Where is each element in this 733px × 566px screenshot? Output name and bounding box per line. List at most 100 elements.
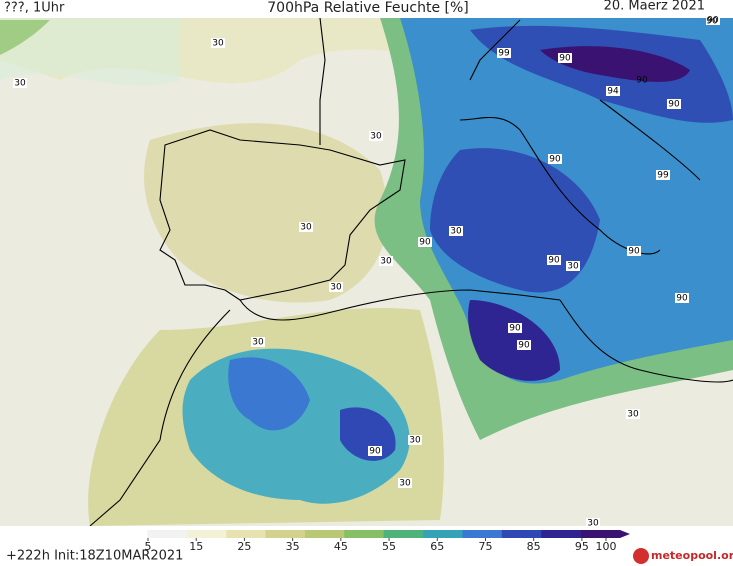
valid-date: 20. Maerz 2021 xyxy=(604,0,705,14)
colorbar-bin xyxy=(344,530,385,538)
contour-label: 90 xyxy=(707,16,719,26)
contour-label: 30 xyxy=(627,410,639,420)
colorbar: 5 15 25 35 45 55 65 75 85 95 100 xyxy=(108,530,630,553)
field xyxy=(0,18,180,86)
contour-label: 90 xyxy=(509,324,521,334)
contour-label: 90 xyxy=(559,54,571,64)
colorbar-bin xyxy=(226,530,267,538)
contour-label: 90 xyxy=(636,76,648,86)
contour-label-box xyxy=(566,261,580,271)
field xyxy=(468,300,560,381)
coastline xyxy=(239,289,561,321)
colorbar-tick-label: 55 xyxy=(382,540,396,553)
colorbar-bin xyxy=(383,530,424,538)
contour-label: 30 xyxy=(212,39,224,49)
contour-label-box xyxy=(517,340,531,350)
run-info: +222h Init:18Z10MAR2021 xyxy=(6,549,183,564)
contour-label-box xyxy=(369,131,383,141)
contour-label-box xyxy=(379,256,393,266)
contour-label-box xyxy=(398,478,412,488)
colorbar-tick-label: 100 xyxy=(596,540,617,553)
coastline xyxy=(559,299,733,383)
colorbar-tick-label: 5 xyxy=(145,540,152,553)
contour-label-box xyxy=(329,282,343,292)
colorbar-bin xyxy=(265,530,306,538)
colorbar-tick-label: 35 xyxy=(286,540,300,553)
contour-label-box xyxy=(547,255,561,265)
colorbar-bin xyxy=(108,530,148,538)
contour-label-box xyxy=(368,446,382,456)
contour-label: 90 xyxy=(706,17,718,27)
contour-label-box xyxy=(627,246,641,256)
coastline xyxy=(319,17,521,145)
colorbar-tick-label: 25 xyxy=(237,540,251,553)
colorbar-bin xyxy=(304,530,345,538)
contour-label-box xyxy=(656,170,670,180)
brand-logo xyxy=(633,548,649,564)
colorbar-tick-label: 15 xyxy=(189,540,203,553)
contour-label-box xyxy=(548,154,562,164)
contour-label: 99 xyxy=(498,49,510,59)
contour-label: 90 xyxy=(419,238,431,248)
map xyxy=(0,17,733,527)
colorbar-arrow xyxy=(620,530,630,538)
contour-label: 90 xyxy=(628,247,640,257)
contour-label: 90 xyxy=(549,155,561,165)
contour-label: 90 xyxy=(676,294,688,304)
contour-label: 99 xyxy=(657,171,669,181)
field xyxy=(540,46,690,82)
colorbar-tick-label: 75 xyxy=(478,540,492,553)
contour-label: 90 xyxy=(668,100,680,110)
colorbar-bin xyxy=(423,530,463,538)
contour-label: 30 xyxy=(399,479,411,489)
field xyxy=(144,123,388,303)
contour-label-box xyxy=(251,337,265,347)
colorbar-tick-label: 65 xyxy=(430,540,444,553)
coastline xyxy=(89,309,231,527)
contour-label: 30 xyxy=(409,436,421,446)
contour-label-box xyxy=(508,323,522,333)
contour-label: 30 xyxy=(380,257,392,267)
map-title: 700hPa Relative Feuchte [%] xyxy=(267,0,468,16)
colorbar-tick-label: 85 xyxy=(527,540,541,553)
colorbar-bin xyxy=(147,530,188,538)
contour-label: 90 xyxy=(518,341,530,351)
colorbar-bin xyxy=(501,530,542,538)
contour-label-box xyxy=(558,53,572,63)
contour-label-box xyxy=(606,86,620,96)
contour-labels: 30 30 30 30 30 30 30 30 30 30 30 30 30 90 90 99 90 94 90 90… xyxy=(13,15,720,529)
colorbar-bin xyxy=(541,530,582,538)
contour-label: 30 xyxy=(252,338,264,348)
contour-label-box xyxy=(586,518,600,528)
contour-label: 30 xyxy=(370,132,382,142)
contour-label: 30 xyxy=(587,519,599,529)
run-time: ???, 1Uhr xyxy=(4,1,65,16)
contour-label-box xyxy=(675,293,689,303)
contour-label: 94 xyxy=(607,87,619,97)
contour-label: 30 xyxy=(300,223,312,233)
contour-label: 30 xyxy=(567,262,579,272)
contour-label: 30 xyxy=(330,283,342,293)
colorbar-bin xyxy=(186,530,227,538)
contour-label: 30 xyxy=(450,227,462,237)
contour-label-box xyxy=(299,222,313,232)
contour-label-box xyxy=(667,99,681,109)
contour-label: 90 xyxy=(548,256,560,266)
contour-label-box xyxy=(497,48,511,58)
colorbar-bin xyxy=(462,530,503,538)
field xyxy=(0,20,50,55)
colorbar-tick-label: 95 xyxy=(575,540,589,553)
contour-label-box xyxy=(706,15,720,25)
contour-label-box xyxy=(211,38,225,48)
coastline xyxy=(159,129,406,301)
contour-label-box xyxy=(626,409,640,419)
colorbar-bin xyxy=(580,530,621,538)
contour-label-box xyxy=(418,237,432,247)
contour-label-box xyxy=(408,435,422,445)
contour-label-box xyxy=(13,78,27,88)
contour-label: 90 xyxy=(369,447,381,457)
field xyxy=(228,357,310,431)
contour-label: 30 xyxy=(14,79,26,89)
header-bar xyxy=(0,0,733,18)
